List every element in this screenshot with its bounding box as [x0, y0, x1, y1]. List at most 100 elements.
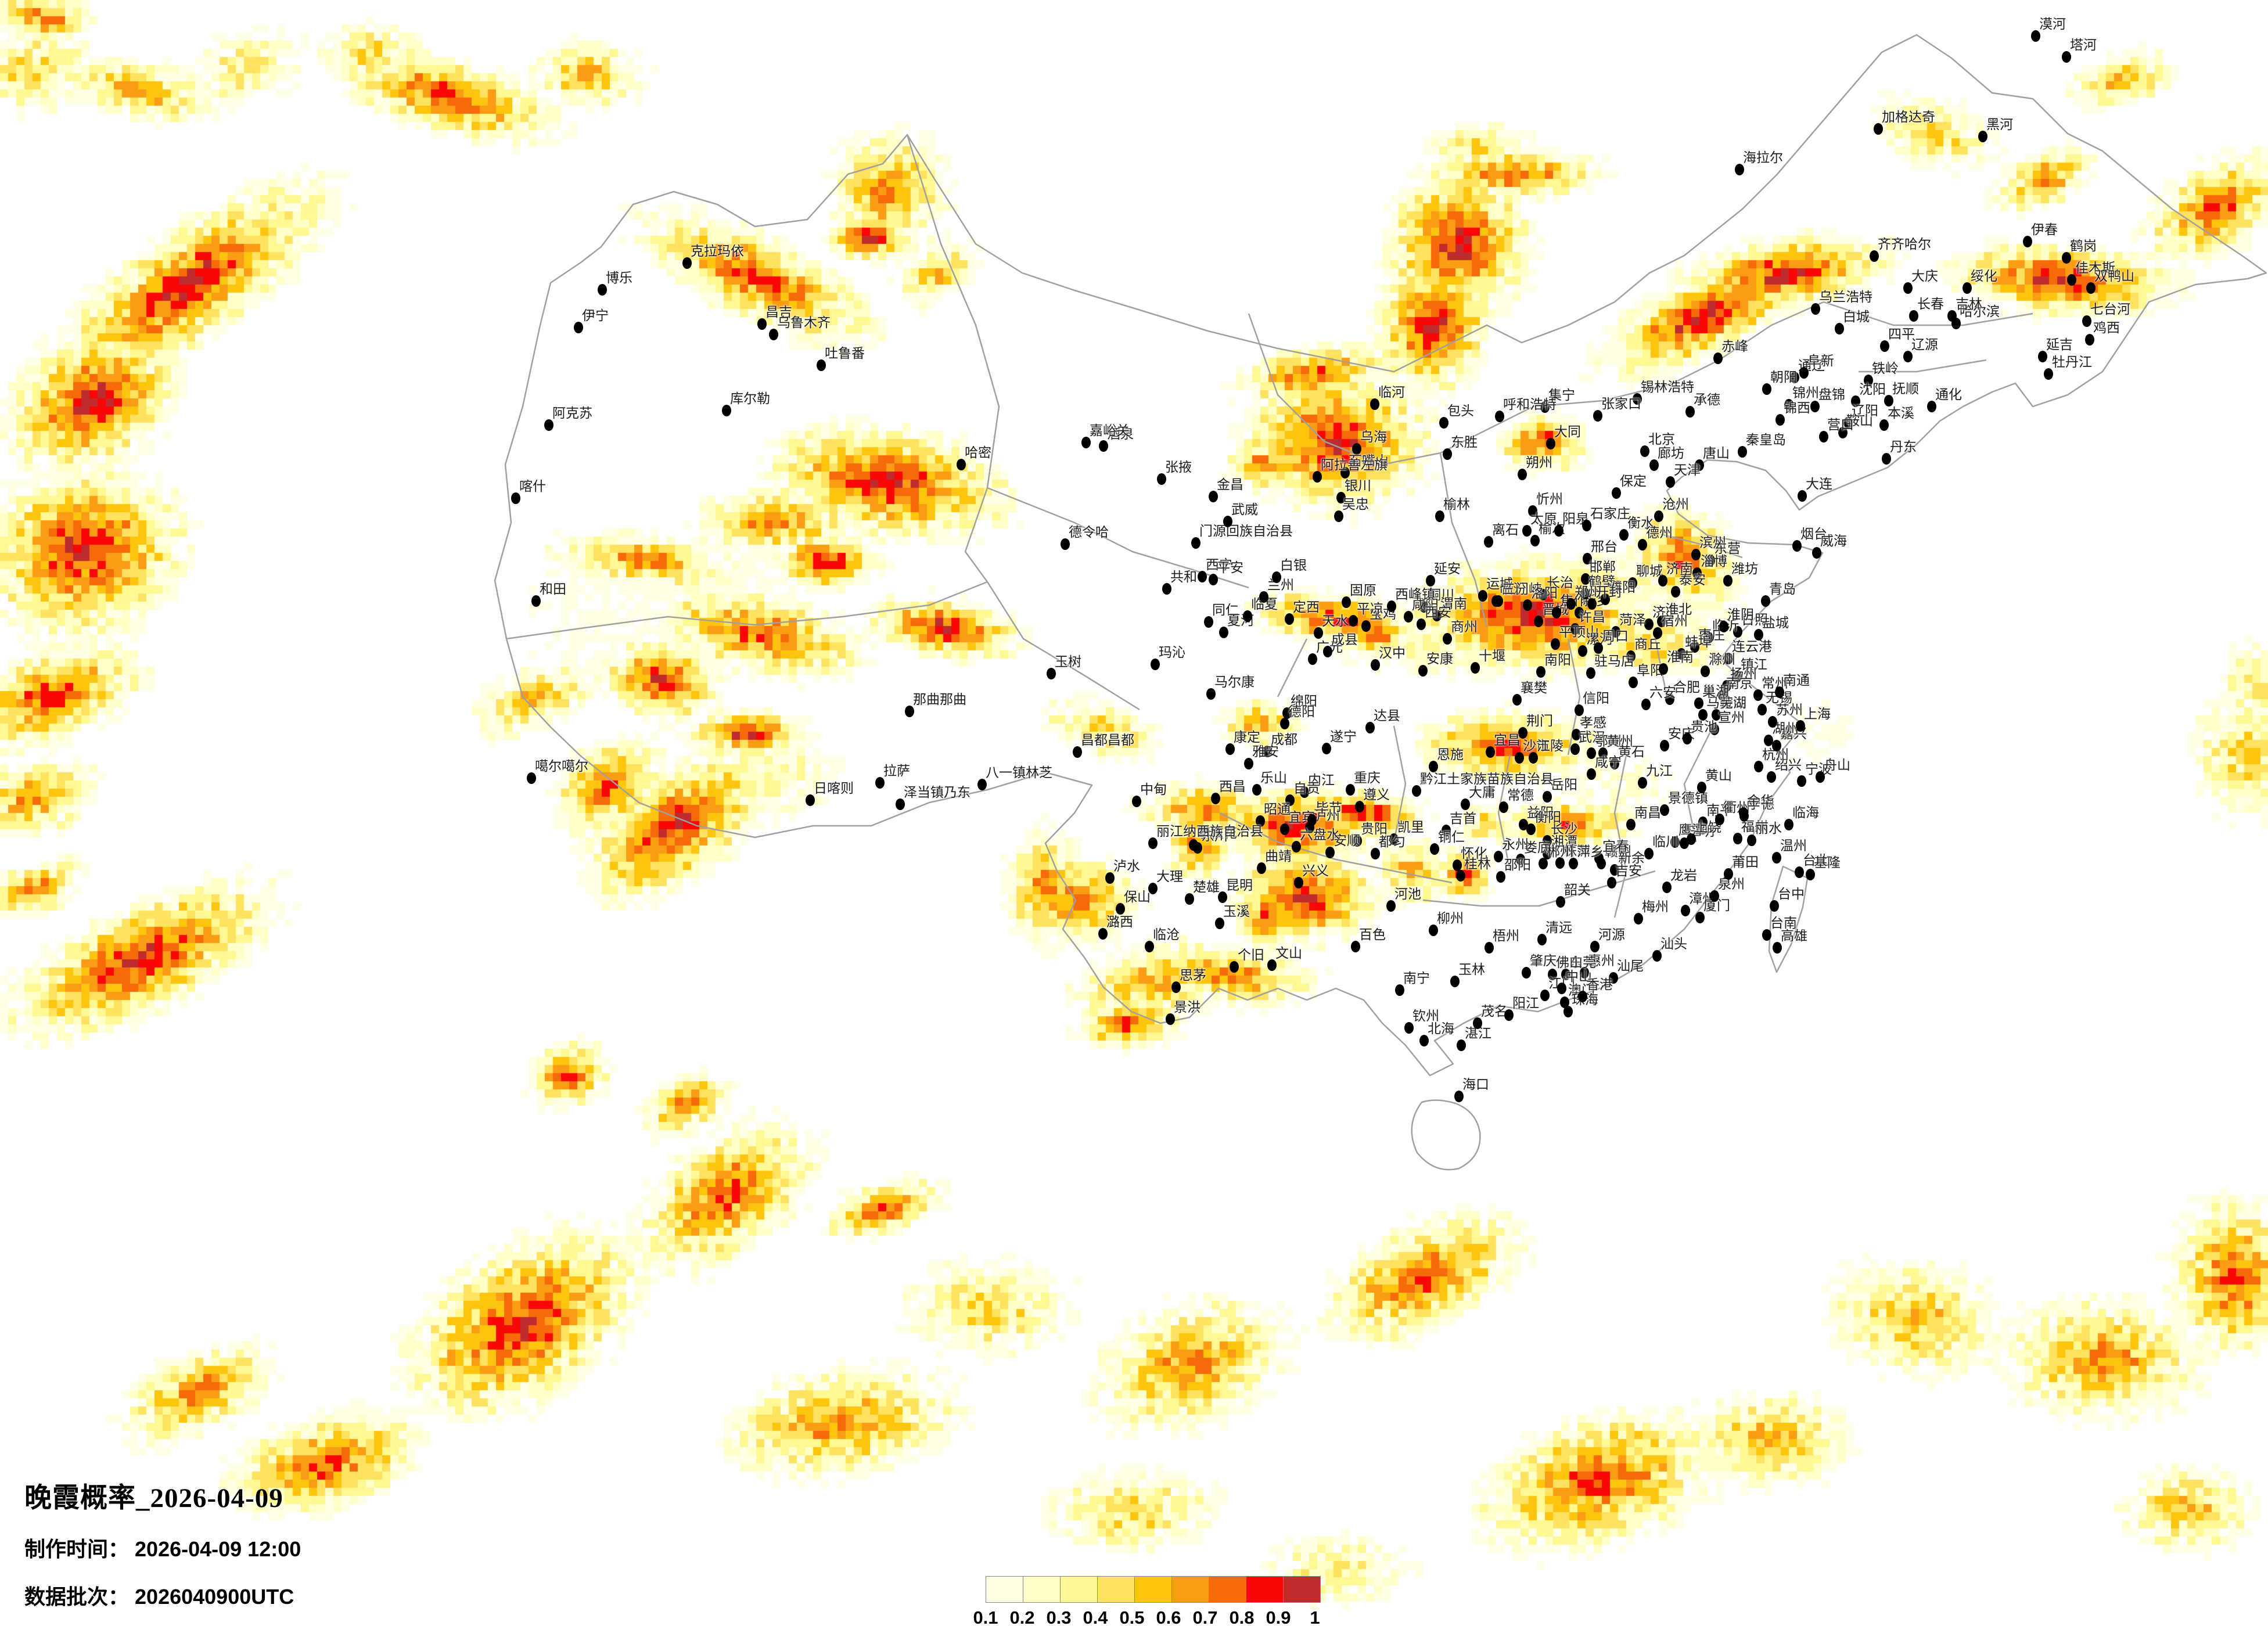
city-dot-icon — [574, 322, 583, 333]
city-dot-icon — [817, 359, 826, 371]
city-dot-icon — [1712, 709, 1721, 721]
city-label: 邯郸 — [1589, 559, 1616, 574]
city-label: 漳州 — [1689, 891, 1716, 906]
city-dot-icon — [1610, 864, 1619, 876]
city-dot-icon — [1811, 303, 1820, 315]
inner-boundary-2 — [906, 134, 1000, 582]
legend-tick: 0.7 — [1192, 1607, 1218, 1626]
city-dot-icon — [1654, 510, 1663, 522]
city-dot-icon — [1450, 976, 1460, 987]
city-dot-icon — [1757, 704, 1767, 715]
city-dot-icon — [1665, 693, 1674, 705]
city-label: 昌都昌都 — [1081, 732, 1134, 747]
city-dot-icon — [1351, 941, 1360, 952]
city-label: 本溪 — [1888, 405, 1914, 420]
city-dot-icon — [905, 706, 914, 717]
city-dot-icon — [1713, 352, 1723, 364]
city-dot-icon — [1773, 942, 1782, 954]
city-dot-icon — [1590, 941, 1600, 952]
city-label: 苏州 — [1776, 702, 1803, 717]
city-label: 思茅 — [1180, 967, 1206, 983]
city-dot-icon — [1733, 626, 1742, 638]
city-dot-icon — [2062, 51, 2071, 63]
city-dot-icon — [1267, 959, 1277, 971]
city-dot-icon — [1691, 549, 1701, 560]
city-label: 铁岭 — [1872, 361, 1899, 376]
city-dot-icon — [1323, 646, 1332, 657]
city-dot-icon — [1285, 794, 1295, 806]
city-label: 信阳 — [1583, 690, 1609, 706]
city-dot-icon — [1171, 981, 1181, 993]
city-dot-icon — [1282, 707, 1292, 719]
city-dot-icon — [1522, 525, 1532, 537]
city-dot-icon — [1395, 984, 1404, 996]
city-dot-icon — [1230, 961, 1239, 973]
city-label: 博乐 — [606, 270, 632, 285]
city-dot-icon — [1543, 835, 1552, 847]
city-label: 江陵 — [1537, 738, 1563, 753]
city-label: 伊宁 — [582, 308, 609, 323]
city-dot-icon — [1294, 877, 1303, 888]
city-dot-icon — [1903, 282, 1913, 294]
city-dot-icon — [1157, 473, 1166, 485]
city-label: 德阳 — [1288, 704, 1315, 719]
city-dot-icon — [1819, 431, 1828, 443]
city-label: 武威 — [1231, 502, 1258, 517]
city-label: 荆门 — [1526, 713, 1553, 728]
city-label: 泸州 — [1313, 808, 1340, 823]
city-label: 洛阳 — [1531, 585, 1558, 600]
city-dot-icon — [1419, 601, 1429, 613]
city-label: 海拉尔 — [1743, 150, 1783, 165]
city-dot-icon — [1435, 510, 1444, 522]
city-dot-icon — [1835, 323, 1844, 334]
city-dot-icon — [1386, 900, 1396, 912]
city-dot-icon — [1798, 490, 1807, 502]
city-dot-icon — [1735, 164, 1744, 175]
city-label: 吉安 — [1615, 863, 1642, 878]
city-dot-icon — [1454, 1091, 1464, 1102]
city-dot-icon — [1874, 123, 1883, 135]
city-label: 朝阳 — [1770, 369, 1797, 384]
city-label: 玛沁 — [1159, 645, 1185, 660]
city-label: 九江 — [1646, 763, 1673, 778]
city-label: 黄石 — [1618, 744, 1645, 759]
city-dot-icon — [1784, 399, 1793, 411]
city-label: 巢湖 — [1702, 684, 1729, 699]
city-dot-icon — [1619, 529, 1629, 541]
city-label: 安康 — [1426, 651, 1453, 666]
city-dot-icon — [1543, 848, 1552, 859]
city-label: 和田 — [540, 581, 566, 596]
city-label: 保山 — [1124, 889, 1151, 904]
city-label: 兰州 — [1267, 577, 1294, 592]
city-dot-icon — [1687, 833, 1696, 845]
city-dot-icon — [1098, 928, 1108, 940]
city-dot-icon — [1563, 1006, 1573, 1017]
city-label: 梧州 — [1493, 928, 1519, 943]
city-dot-icon — [1685, 406, 1695, 418]
city-dot-icon — [1534, 616, 1543, 627]
city-label: 佛山 — [1556, 955, 1583, 970]
city-dot-icon — [1671, 586, 1680, 598]
city-label: 个旧 — [1238, 947, 1264, 962]
city-dot-icon — [1515, 752, 1524, 764]
city-dot-icon — [1754, 761, 1763, 772]
city-label: 镇江 — [1741, 657, 1767, 672]
city-label: 上饶 — [1695, 819, 1721, 834]
city-label: 金华 — [1747, 793, 1774, 808]
city-dot-icon — [1978, 131, 1987, 142]
legend-swatch — [1023, 1576, 1061, 1603]
city-label: 拉萨 — [883, 763, 910, 778]
city-label: 武汉 — [1579, 729, 1605, 744]
city-dot-icon — [1698, 816, 1708, 828]
city-label: 南平 — [1706, 803, 1733, 818]
city-label: 梅州 — [1642, 899, 1669, 914]
city-dot-icon — [1652, 950, 1662, 962]
city-dot-icon — [1681, 905, 1690, 916]
city-label: 东胜 — [1451, 434, 1478, 449]
city-label: 营口 — [1827, 417, 1854, 432]
city-dot-icon — [1389, 833, 1399, 845]
city-dot-icon — [1580, 588, 1590, 599]
city-dot-icon — [1193, 842, 1202, 854]
city-dot-icon — [1116, 903, 1125, 915]
city-dot-icon — [1578, 645, 1587, 657]
